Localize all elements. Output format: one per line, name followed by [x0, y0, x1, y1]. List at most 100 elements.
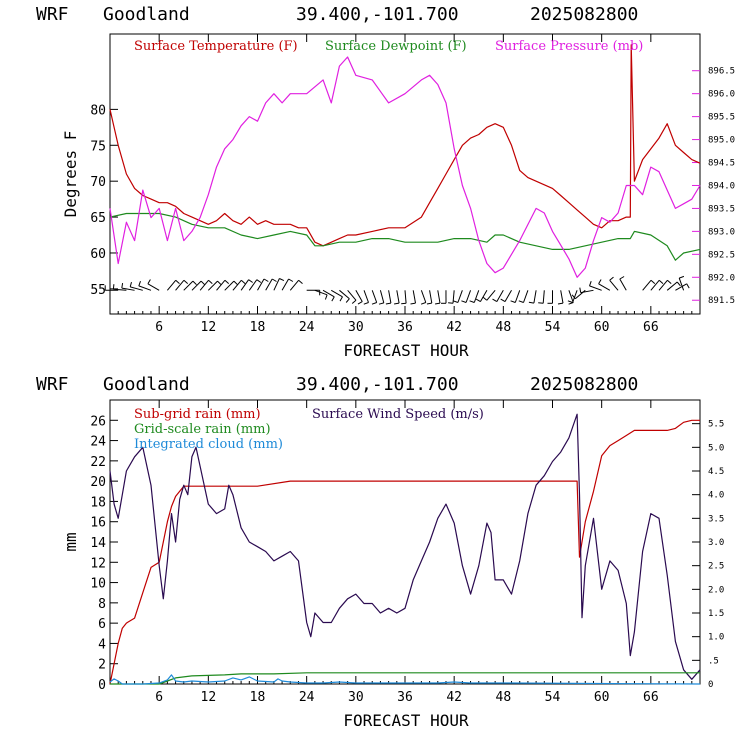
y2-tick-label: 3.5: [708, 514, 724, 524]
y2-tick-label: 891.5: [708, 296, 735, 306]
wind-barb-staff: [331, 289, 343, 298]
wind-barb-flag: [331, 296, 335, 302]
header-model-bottom: WRF: [36, 374, 69, 395]
wind-barb-staff: [175, 279, 185, 291]
y-tick-label-24: 24: [90, 435, 106, 450]
wind-barb-flag: [619, 276, 625, 280]
x-tick-label-42: 42: [446, 320, 462, 335]
legend-dewpoint: Surface Dewpoint (F): [325, 39, 467, 54]
y-tick-label-6: 6: [98, 617, 106, 632]
wind-barb: [441, 290, 447, 304]
wind-barb-flag: [589, 281, 592, 287]
x-tick-label-18: 18: [250, 320, 266, 335]
wind-barb: [642, 279, 656, 291]
wind-barb: [658, 279, 672, 291]
wind-barb: [314, 289, 328, 300]
wind-barb: [207, 280, 222, 291]
wind-barb-flag: [579, 287, 582, 293]
wind-barb-flag: [324, 294, 328, 300]
wind-barb-staff: [166, 279, 177, 291]
wind-barb-flag: [500, 298, 506, 303]
wind-barb-flag: [650, 279, 656, 284]
y2-tick-label: 896.5: [708, 67, 735, 77]
wind-barb-staff: [273, 278, 280, 291]
wind-barb-staff: [281, 278, 290, 291]
header-station-top: Goodland: [103, 4, 190, 25]
wind-barb-staff: [437, 290, 441, 304]
wind-barb-flag: [676, 281, 681, 287]
wind-barb-staff: [479, 290, 488, 302]
y2-tick-label: 0: [708, 680, 713, 690]
wind-barb-flag: [518, 300, 524, 303]
header-station-bottom: Goodland: [103, 374, 190, 395]
wind-barb-flag: [357, 301, 363, 305]
wind-barb: [232, 279, 246, 291]
wind-barb: [579, 287, 594, 294]
header-init-bottom: 2025082800: [530, 374, 638, 395]
wind-barb-staff: [248, 279, 258, 291]
y-axis-title-bottom: mm: [61, 532, 80, 551]
temperature-panel: 6 12 18 24 30 36 42 48 54 60 66 55 60 65 70 75 80 891.5 89…: [90, 33, 735, 335]
x-tick-label-18: 18: [250, 690, 266, 705]
wind-barb-staff: [232, 279, 242, 291]
header-coords-bottom: 39.400,-101.700: [296, 374, 459, 395]
wind-barb-flag: [492, 298, 498, 303]
wind-barb-staff: [504, 290, 512, 302]
wind-barb: [385, 290, 392, 305]
legend-temperature: Surface Temperature (F): [134, 39, 298, 54]
wind-barb-staff: [363, 290, 369, 303]
series-grid-scale-rain: [110, 672, 700, 685]
y-tick-label-65: 65: [90, 211, 106, 226]
wind-barb: [306, 289, 321, 296]
y2-tick-label: 2.0: [708, 585, 724, 595]
wind-barb-staff: [130, 286, 143, 291]
wind-barb-staff: [371, 290, 378, 303]
wind-barb: [248, 279, 262, 291]
wind-barb-staff: [224, 280, 235, 291]
wind-barb-flag: [371, 302, 377, 305]
wind-barb: [112, 284, 127, 291]
y-tick-label-0: 0: [98, 678, 106, 693]
y2-tick-label: 895.0: [708, 136, 735, 146]
wind-barb: [557, 290, 564, 305]
y-tick-label-20: 20: [90, 475, 106, 490]
wind-barb-flag: [351, 299, 357, 304]
x-tick-label-12: 12: [201, 320, 217, 335]
wind-barb-flag: [528, 301, 534, 304]
wind-barb: [589, 281, 602, 291]
wind-barb-staff: [347, 289, 357, 301]
wind-barb-flag: [658, 279, 664, 284]
wind-barb: [482, 289, 496, 301]
wind-barb-flag: [679, 275, 685, 279]
wind-barb-staff: [514, 290, 521, 303]
x-tick-label-12: 12: [201, 690, 217, 705]
y-tick-label-8: 8: [98, 597, 106, 612]
wind-barb-staff: [314, 289, 328, 296]
wind-barb: [166, 279, 180, 291]
wind-barb-flag: [263, 278, 269, 282]
wind-barb-staff: [191, 280, 202, 291]
wind-barb: [138, 281, 152, 291]
wind-barb-staff: [560, 290, 564, 304]
wind-barb: [598, 279, 611, 291]
wind-barb-flag: [510, 300, 516, 303]
y2-tick-label: 4.0: [708, 491, 724, 501]
x-tick-label-24: 24: [299, 690, 315, 705]
x-tick-label-66: 66: [643, 690, 659, 705]
y-tick-label-14: 14: [90, 536, 106, 551]
wind-barb-staff: [121, 287, 135, 291]
wind-barb-staff: [429, 290, 433, 304]
wind-barb-staff: [658, 279, 668, 291]
wind-barb: [281, 278, 294, 291]
wind-barb-flag: [420, 302, 426, 305]
wind-barb-staff: [138, 285, 152, 291]
wind-barb-flag: [482, 296, 488, 301]
wind-barb-flag: [571, 294, 576, 300]
wind-barb: [199, 279, 213, 291]
wind-barb-staff: [465, 290, 472, 303]
wind-barb: [371, 290, 378, 305]
wind-barb: [331, 289, 343, 302]
wind-barb-flag: [475, 298, 481, 303]
y2-tick-label: 893.5: [708, 204, 735, 214]
y-tick-label-75: 75: [90, 139, 106, 154]
